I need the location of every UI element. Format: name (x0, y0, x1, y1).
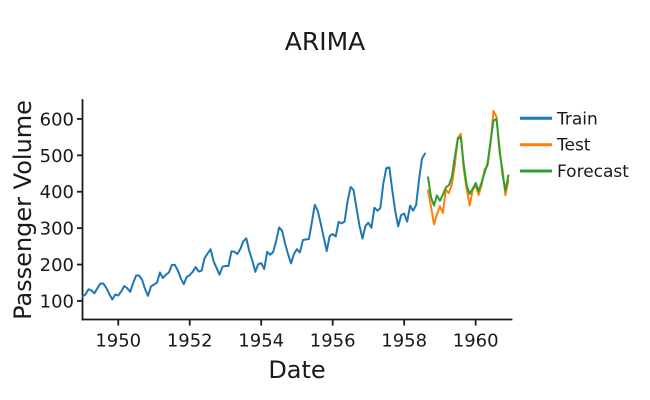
x-tick-label: 1952 (167, 331, 213, 352)
forecast-line (427, 117, 510, 207)
test-line (427, 109, 510, 226)
y-tick-label: 200 (40, 255, 74, 276)
chart-title: ARIMA (285, 27, 366, 56)
x-axis-ticks: 1950 1952 1954 1956 1958 1960 (95, 319, 499, 352)
x-tick-label: 1950 (95, 331, 141, 352)
legend-item-forecast: Forecast (520, 162, 629, 182)
y-axis-label: Passenger Volume (9, 100, 37, 320)
y-axis-ticks: 100 200 300 400 500 600 (40, 109, 83, 312)
y-tick-label: 600 (40, 109, 74, 130)
legend-item-test: Test (520, 136, 591, 156)
train-line (81, 152, 426, 301)
y-tick-label: 100 (40, 291, 74, 312)
legend: Train Test Forecast (520, 109, 629, 182)
x-tick-label: 1958 (381, 331, 427, 352)
x-tick-label: 1956 (310, 331, 356, 352)
y-tick-label: 400 (40, 182, 74, 203)
forecast-legend-label: Forecast (557, 162, 629, 182)
plot-area (81, 109, 510, 301)
y-tick-label: 500 (40, 146, 74, 167)
x-tick-label: 1954 (238, 331, 284, 352)
test-legend-label: Test (556, 136, 591, 156)
x-axis-label: Date (268, 356, 325, 384)
x-tick-label: 1960 (453, 331, 499, 352)
train-legend-label: Train (556, 109, 598, 129)
y-tick-label: 300 (40, 219, 74, 240)
legend-item-train: Train (520, 109, 598, 129)
